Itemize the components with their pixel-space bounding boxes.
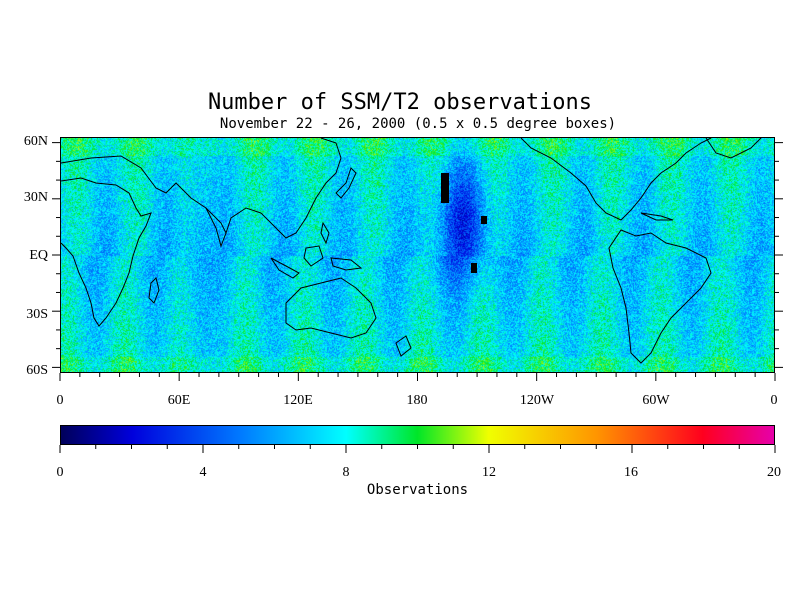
pacific-speck-2 [471,263,477,273]
lat-label-eq: EQ [29,248,48,263]
lon-label-120e: 120E [283,393,313,408]
coast-australia [285,277,377,339]
colorbar-tick-12: 12 [482,465,496,480]
colorbar [60,425,775,445]
observation-heatmap [61,138,774,372]
lat-label-30s: 30S [26,307,48,322]
coast-south-america [608,229,712,364]
coast-madagascar [148,277,160,304]
coast-borneo [303,245,324,267]
coast-new-guinea [330,257,363,271]
lon-label-60w: 60W [642,393,670,408]
chart-subtitle: November 22 - 26, 2000 (0.5 x 0.5 degree… [219,116,617,132]
colorbar-tick-16: 16 [624,465,638,480]
coastline-overlay [61,138,762,364]
lat-label-60n: 60N [23,134,48,149]
lon-label-120w: 120W [519,393,555,408]
map-plot-area [60,137,775,373]
colorbar-tick-20: 20 [767,465,781,480]
hawaii-speck [441,173,449,203]
pacific-speck-1 [481,216,487,224]
lat-label-30n: 30N [23,190,48,205]
colorbar-tick-4: 4 [199,465,207,480]
coast-sumatra [270,257,300,279]
coast-india [205,207,227,248]
coast-japan [335,167,357,199]
coast-new-zealand [395,335,412,357]
colorbar-tick-0: 0 [56,465,64,480]
coast-eurasia [61,138,342,239]
chart-title: Number of SSM/T2 observations [207,90,593,115]
coast-philippines [320,221,330,245]
lon-label-0-end: 0 [770,393,778,408]
coast-greenland [705,138,762,159]
lat-label-60s: 60S [26,363,48,378]
colorbar-title: Observations [366,482,469,498]
lon-label-60e: 60E [167,393,191,408]
colorbar-tick-8: 8 [342,465,350,480]
coast-africa [61,177,152,327]
coast-north-america [520,138,712,221]
coast-cuba [640,212,674,221]
lon-label-0: 0 [56,393,64,408]
lon-label-180: 180 [406,393,428,408]
